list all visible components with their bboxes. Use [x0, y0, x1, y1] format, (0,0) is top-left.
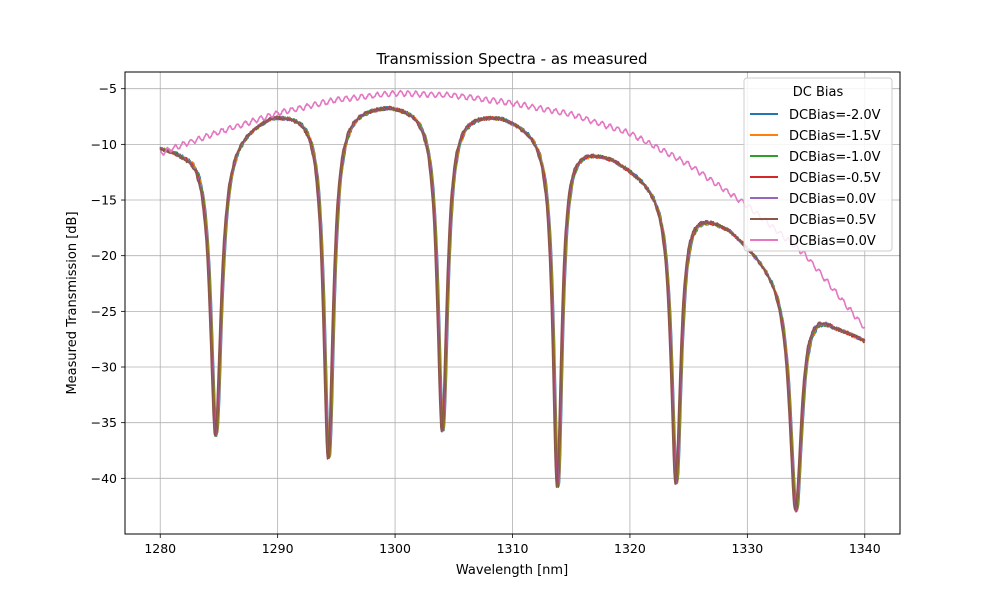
legend-label: DCBias=-1.0V	[789, 150, 881, 165]
x-tick-label: 1290	[262, 541, 294, 556]
grid-layer	[125, 72, 900, 534]
tick-layer: 1280 1290 1300 1310 1320 1330 1340 −40 −35 −30 −25…	[91, 81, 881, 556]
legend-label: DCBias=0.0V	[789, 234, 876, 249]
y-tick-label: −30	[91, 360, 117, 375]
x-tick-label: 1320	[614, 541, 646, 556]
x-tick-label: 1310	[497, 541, 529, 556]
x-tick-label: 1300	[379, 541, 411, 556]
legend-title: DC Bias	[793, 85, 844, 100]
y-tick-label: −10	[91, 137, 117, 152]
y-tick-label: −15	[91, 193, 117, 208]
y-axis-label: Measured Transmission [dB]	[65, 211, 80, 394]
legend-label: DCBias=-1.5V	[789, 129, 881, 144]
legend: DC Bias DCBias=-2.0VDCBias=-1.5VDCBias=-…	[743, 77, 893, 252]
y-tick-label: −40	[91, 471, 117, 486]
legend-label: DCBias=0.5V	[789, 213, 876, 228]
y-tick-label: −25	[91, 304, 117, 319]
y-tick-label: −5	[99, 81, 117, 96]
y-tick-label: −35	[91, 415, 117, 430]
x-axis-label: Wavelength [nm]	[456, 563, 568, 578]
x-tick-label: 1330	[731, 541, 763, 556]
legend-items: DCBias=-2.0V DCBias=-1.5V DCBias=-1.0V DCBi…	[750, 108, 881, 249]
x-tick-label: 1280	[144, 541, 176, 556]
legend-label: DCBias=-2.0V	[789, 108, 881, 123]
legend-box	[743, 77, 893, 252]
chart-title: Transmission Spectra - as measured	[375, 50, 647, 68]
y-tick-label: −20	[91, 248, 117, 263]
x-tick-label: 1340	[849, 541, 881, 556]
legend-label: DCBias=-0.5V	[789, 171, 881, 186]
legend-label: DCBias=0.0V	[789, 192, 876, 207]
